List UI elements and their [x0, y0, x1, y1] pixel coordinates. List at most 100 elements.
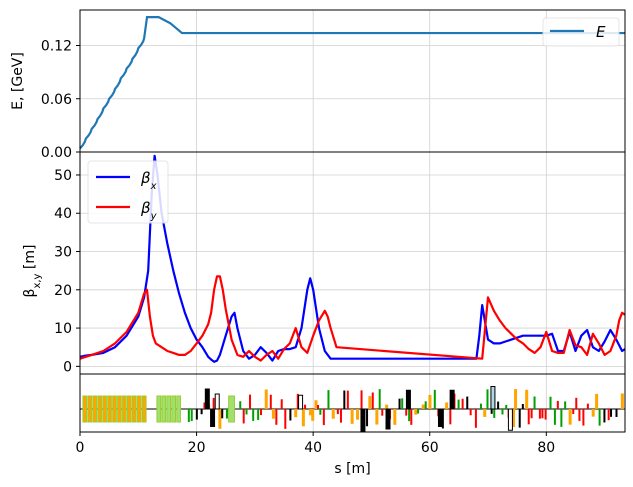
lattice-panel: 0 20 40 60 80 s [m]: [76, 373, 626, 477]
lattice-element: [568, 409, 572, 425]
beta-legend: βx βy: [87, 160, 169, 224]
xtick-label: 80: [537, 440, 555, 456]
lattice-element: [375, 409, 379, 425]
lattice-cavity: [166, 395, 172, 423]
lattice-cavity: [117, 395, 122, 423]
lattice-cavity: [176, 395, 181, 423]
lattice-element: [398, 398, 401, 409]
lattice-element: [252, 409, 255, 421]
lattice-element: [343, 390, 346, 409]
lattice-element: [595, 393, 599, 409]
lattice-tall-element: [507, 408, 513, 431]
lattice-element: [433, 389, 436, 409]
lattice-cavity: [156, 395, 162, 423]
lattice-element: [350, 409, 354, 424]
lattice-cavity: [82, 395, 88, 423]
lattice-element: [421, 404, 425, 409]
lattice-element: [541, 409, 544, 419]
lattice-element: [615, 409, 618, 417]
lattice-element: [260, 409, 263, 416]
lattice-element: [245, 409, 248, 415]
lattice-tall-element: [214, 393, 220, 410]
lattice-element: [501, 409, 504, 415]
lattice-element: [578, 409, 581, 421]
lattice-element: [336, 409, 339, 415]
lattice-element: [607, 409, 610, 421]
lattice-element: [461, 398, 464, 409]
lattice-element: [225, 409, 228, 419]
lattice-element: [239, 401, 242, 409]
lattice-element: [314, 400, 318, 409]
lattice-element: [275, 409, 278, 425]
lattice-element: [381, 409, 384, 416]
lattice-element: [527, 409, 530, 425]
lattice-tall-element: [210, 408, 216, 427]
lattice-element: [212, 397, 215, 409]
lattice-element: [582, 409, 585, 426]
beta-legend-label-x: βx: [140, 169, 157, 192]
lattice-element: [339, 409, 342, 423]
beta-ytick-label: 10: [54, 321, 72, 337]
lattice-element: [572, 409, 575, 415]
lattice-element: [479, 403, 482, 409]
lattice-cavity: [97, 395, 102, 423]
lattice-element: [538, 409, 541, 419]
lattice-element: [311, 409, 315, 421]
lattice-element: [610, 409, 613, 417]
lattice-element: [514, 389, 518, 409]
energy-ytick-label: 0.00: [41, 145, 72, 161]
lattice-cavity: [127, 395, 132, 423]
lattice-cavity: [228, 395, 235, 423]
lattice-element: [200, 409, 203, 415]
lattice-element: [445, 402, 449, 409]
lattice-element: [556, 400, 559, 409]
lattice-element: [410, 409, 413, 425]
lattice-element: [405, 409, 408, 416]
beta-ytick-label: 20: [54, 283, 72, 299]
energy-legend: E: [542, 17, 620, 47]
lattice-element: [346, 390, 349, 409]
beta-ytick-label: 0: [63, 359, 72, 375]
lattice-element: [331, 409, 335, 419]
lattice-tall-element: [437, 408, 443, 427]
lattice-element: [327, 390, 330, 409]
lattice-element: [408, 409, 411, 422]
lattice-cavity: [131, 395, 137, 423]
lattice-tall-element: [360, 408, 366, 432]
beta-ytick-label: 50: [54, 168, 72, 184]
xtick-label: 20: [188, 440, 206, 456]
lattice-cavity: [141, 395, 147, 423]
energy-series-line: [79, 16, 625, 150]
lattice-cavity: [161, 395, 167, 423]
lattice-tall-element: [405, 389, 411, 410]
lattice-element: [242, 409, 245, 424]
lattice-element: [620, 393, 624, 409]
lattice-element: [521, 403, 524, 409]
lattice-element: [424, 401, 427, 409]
lattice-element: [195, 409, 198, 420]
lattice-element: [544, 409, 547, 420]
lattice-element: [322, 409, 325, 426]
lattice-element: [549, 396, 552, 409]
lattice-axes-frame: [79, 373, 626, 433]
energy-panel: 0.00 0.06 0.12 E, [GeV] E: [10, 9, 626, 161]
lattice-element: [289, 409, 292, 421]
lattice-element: [553, 409, 556, 425]
beta-legend-label-y: βy: [140, 199, 158, 222]
x-axis-label: s [m]: [334, 461, 370, 477]
lattice-element: [378, 389, 381, 409]
lattice-tall-element: [204, 388, 210, 410]
lattice-element: [366, 409, 369, 427]
energy-ytick-label: 0.06: [41, 92, 72, 108]
lattice-element: [401, 398, 404, 409]
lattice-element: [530, 409, 533, 419]
lattice-element: [190, 409, 193, 422]
lattice-element: [187, 409, 190, 422]
lattice-element: [505, 404, 508, 409]
lattice-cavity: [87, 395, 93, 423]
lattice-element: [518, 409, 521, 428]
lattice-tall-element: [298, 394, 304, 410]
lattice-cavity: [107, 395, 112, 423]
lattice-element: [296, 393, 299, 409]
beta-series-y-line: [79, 275, 626, 362]
